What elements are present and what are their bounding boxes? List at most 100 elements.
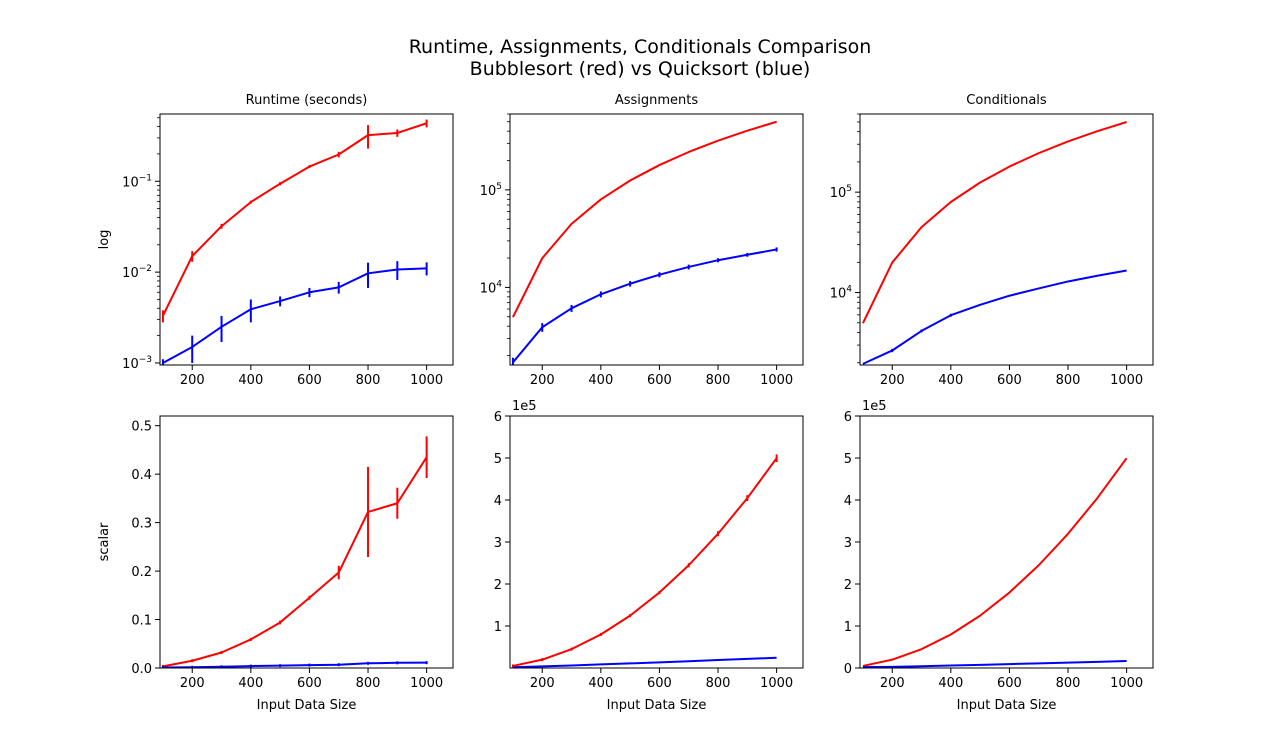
figure-title-line2: Bubblesort (red) vs Quicksort (blue)	[469, 58, 811, 80]
y-tick-label: 0.0	[131, 662, 152, 677]
series-1-group	[512, 656, 777, 668]
y-tick-base: 10	[480, 184, 497, 199]
x-tick-label: 600	[647, 373, 672, 388]
x-tick-label: 800	[1056, 373, 1081, 388]
x-tick-label: 1000	[760, 676, 793, 691]
series-line-quicksort	[862, 269, 1127, 365]
series-0-group	[862, 457, 1128, 667]
series-line-bubblesort	[162, 122, 427, 317]
x-tick-label: 600	[297, 373, 322, 388]
x-tick-label: 400	[588, 676, 613, 691]
y-tick-label: 2	[494, 578, 502, 593]
axes-frame	[509, 415, 804, 669]
series-line-quicksort	[862, 660, 1127, 668]
x-tick-label: 800	[356, 373, 381, 388]
series-line-bubblesort	[162, 456, 428, 668]
y-tick-base: 10	[480, 281, 497, 296]
x-tick-label: 800	[356, 676, 381, 691]
subplot-runtime-scalar: 200 400 600 800 1000 0.0 0.1 0.2 0.3 0.4 0.5 Input …	[97, 415, 454, 713]
y-tick-label: 6	[844, 410, 852, 425]
y-tick-label: 104	[480, 279, 503, 296]
y-tick-exponent: 5	[846, 184, 852, 194]
x-tick-label: 800	[1056, 676, 1081, 691]
y-tick-label: 5	[494, 452, 502, 467]
series-line-quicksort	[162, 661, 427, 668]
x-tick-label: 800	[706, 676, 731, 691]
y-tick-label: 105	[480, 182, 502, 199]
y-tick-exponent: 4	[496, 279, 502, 289]
y-tick-label: 1	[844, 620, 852, 635]
y-tick-label: 10−1	[122, 173, 152, 190]
y-tick-label: 1	[494, 620, 502, 635]
subplot-conditionals-scalar: 200 400 600 800 1000 0 1 2 3 4 5 6 Input Data Size 1e…	[844, 399, 1154, 713]
series-line-quicksort	[512, 656, 777, 668]
series-0-group	[512, 120, 777, 318]
x-tick-label: 600	[647, 676, 672, 691]
y-tick-label: 0.1	[131, 614, 152, 629]
y-tick-label: 3	[494, 536, 502, 551]
x-tick-label: 400	[238, 676, 263, 691]
axes-frame	[159, 113, 454, 366]
figure-title-line1: Runtime, Assignments, Conditionals Compa…	[408, 36, 872, 58]
y-tick-label: 104	[830, 285, 853, 302]
y-tick-exponent: −3	[139, 355, 152, 365]
x-axis-label: Input Data Size	[257, 698, 357, 713]
y-tick-label: 4	[844, 494, 852, 509]
x-tick-label: 1000	[1110, 676, 1143, 691]
y-tick-label: 6	[494, 410, 502, 425]
y-tick-label: 2	[844, 578, 852, 593]
axes-frame	[859, 415, 1154, 669]
y-tick-base: 10	[830, 287, 847, 302]
x-tick-label: 200	[530, 676, 555, 691]
y-offset-label: 1e5	[862, 399, 887, 414]
axes-frame	[159, 415, 454, 669]
y-tick-label: 0	[844, 662, 852, 677]
x-tick-label: 600	[297, 676, 322, 691]
subplot-title: Conditionals	[966, 93, 1047, 108]
subplot-assignments-scalar: 200 400 600 800 1000 1 2 3 4 5 6 Input Data Size 1e5	[494, 399, 804, 713]
subplot-title: Runtime (seconds)	[246, 93, 368, 108]
x-tick-label: 1000	[1110, 373, 1143, 388]
y-offset-label: 1e5	[512, 399, 537, 414]
y-tick-exponent: 5	[496, 182, 502, 192]
series-1-group	[161, 261, 428, 365]
series-1-group	[862, 269, 1127, 365]
x-tick-label: 200	[530, 373, 555, 388]
x-tick-label: 200	[180, 373, 205, 388]
y-tick-exponent: 4	[846, 285, 852, 295]
y-tick-exponent: −2	[139, 264, 152, 274]
x-axis-label: Input Data Size	[607, 698, 707, 713]
subplot-title: Assignments	[615, 93, 699, 108]
x-tick-label: 600	[997, 373, 1022, 388]
y-tick-label: 0.2	[131, 565, 152, 580]
y-tick-label: 0.4	[131, 468, 152, 483]
y-tick-label: 105	[830, 184, 852, 201]
series-0-group	[862, 121, 1127, 324]
series-0-group	[161, 436, 428, 668]
y-tick-label: 4	[494, 494, 502, 509]
x-tick-label: 400	[588, 373, 613, 388]
series-0-group	[161, 119, 428, 323]
x-tick-label: 200	[880, 676, 905, 691]
axes-frame	[859, 113, 1154, 366]
series-1-group	[511, 247, 778, 365]
y-tick-label: 5	[844, 452, 852, 467]
y-axis-label: log	[97, 230, 112, 250]
x-tick-label: 200	[880, 373, 905, 388]
x-tick-label: 600	[997, 676, 1022, 691]
x-tick-label: 400	[238, 373, 263, 388]
y-tick-label: 10−3	[122, 355, 152, 372]
y-tick-base: 10	[122, 266, 139, 281]
series-line-bubblesort	[862, 457, 1128, 667]
x-tick-label: 400	[938, 373, 963, 388]
series-line-bubblesort	[512, 120, 777, 318]
y-tick-label: 10−2	[122, 264, 152, 281]
series-1-group	[161, 661, 428, 668]
x-tick-label: 400	[938, 676, 963, 691]
series-line-quicksort	[512, 248, 777, 364]
x-tick-label: 800	[706, 373, 731, 388]
series-0-group	[511, 454, 778, 668]
